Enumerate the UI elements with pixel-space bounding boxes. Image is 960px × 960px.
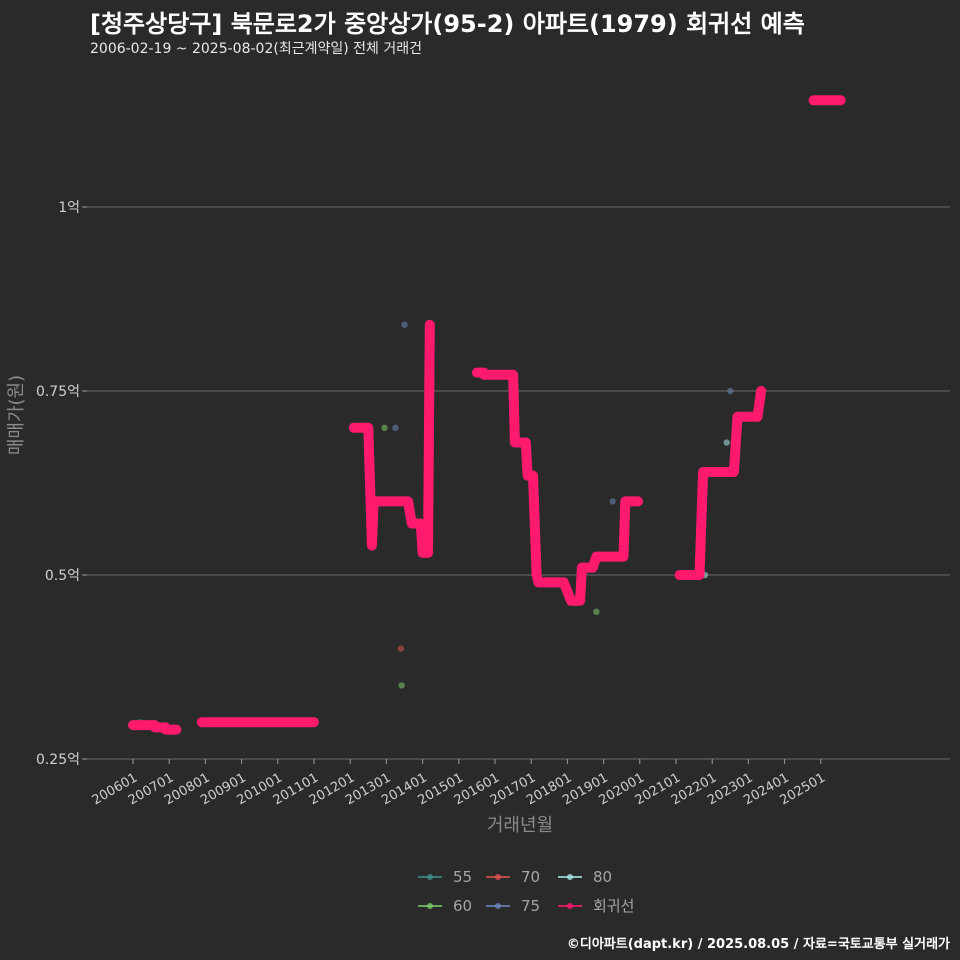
x-axis-title: 거래년월 bbox=[487, 815, 553, 836]
data-point-75 bbox=[401, 321, 408, 328]
legend-marker bbox=[427, 874, 433, 880]
data-point-80 bbox=[723, 439, 730, 446]
legend-marker bbox=[495, 874, 501, 880]
legend-marker bbox=[427, 903, 433, 909]
y-axis-title: 매매가(원) bbox=[6, 375, 27, 455]
data-point-60 bbox=[381, 424, 388, 431]
legend-item: 80 bbox=[558, 868, 612, 886]
y-tick-label: 0.5억 bbox=[45, 568, 80, 584]
legend-label: 70 bbox=[521, 868, 540, 886]
regression-line-segment bbox=[128, 720, 182, 735]
legend-label: 55 bbox=[453, 868, 472, 886]
legend-marker bbox=[567, 874, 573, 880]
regression-line-segment bbox=[348, 319, 435, 558]
legend-item: 55 bbox=[418, 868, 472, 886]
grid-lines bbox=[87, 206, 950, 760]
legend-label: 60 bbox=[453, 897, 472, 915]
footer-credit: ©디아파트(dapt.kr) / 2025.08.05 / 자료=국토교통부 실… bbox=[566, 937, 950, 952]
data-point-60 bbox=[593, 608, 600, 615]
chart-title: [청주상당구] 북문로2가 중앙상가(95-2) 아파트(1979) 회귀선 예… bbox=[90, 10, 805, 38]
data-point-70 bbox=[397, 645, 405, 652]
y-axis: 0.25억 0.5억 0.75억 1억 bbox=[36, 200, 87, 768]
legend-label: 75 bbox=[521, 897, 540, 915]
regression-line-segment bbox=[471, 367, 643, 606]
chart-subtitle: 2006-02-19 ~ 2025-08-02(최근계약일) 전체 거래건 bbox=[90, 41, 422, 57]
data-point-75 bbox=[727, 387, 734, 395]
data-point-75 bbox=[609, 498, 616, 505]
regression-line-segment bbox=[674, 386, 767, 580]
y-tick-label: 1억 bbox=[58, 200, 80, 216]
legend: 55 70 80 60 75 회귀선 bbox=[418, 868, 634, 915]
x-axis: 2006012007012008012009012010012011012012… bbox=[90, 759, 828, 808]
legend-item: 75 bbox=[486, 897, 540, 915]
data-point-60 bbox=[398, 682, 405, 689]
legend-marker bbox=[495, 903, 501, 909]
scatter-points bbox=[137, 321, 734, 730]
legend-label: 80 bbox=[593, 868, 612, 886]
data-point-75 bbox=[392, 424, 399, 431]
y-tick-label: 0.75억 bbox=[36, 384, 80, 400]
legend-item: 70 bbox=[486, 868, 540, 886]
legend-marker bbox=[567, 903, 573, 909]
legend-label: 회귀선 bbox=[593, 897, 634, 915]
legend-item: 60 bbox=[418, 897, 472, 915]
y-tick-label: 0.25억 bbox=[36, 752, 80, 768]
regression-line bbox=[128, 95, 846, 735]
legend-item: 회귀선 bbox=[558, 897, 634, 915]
